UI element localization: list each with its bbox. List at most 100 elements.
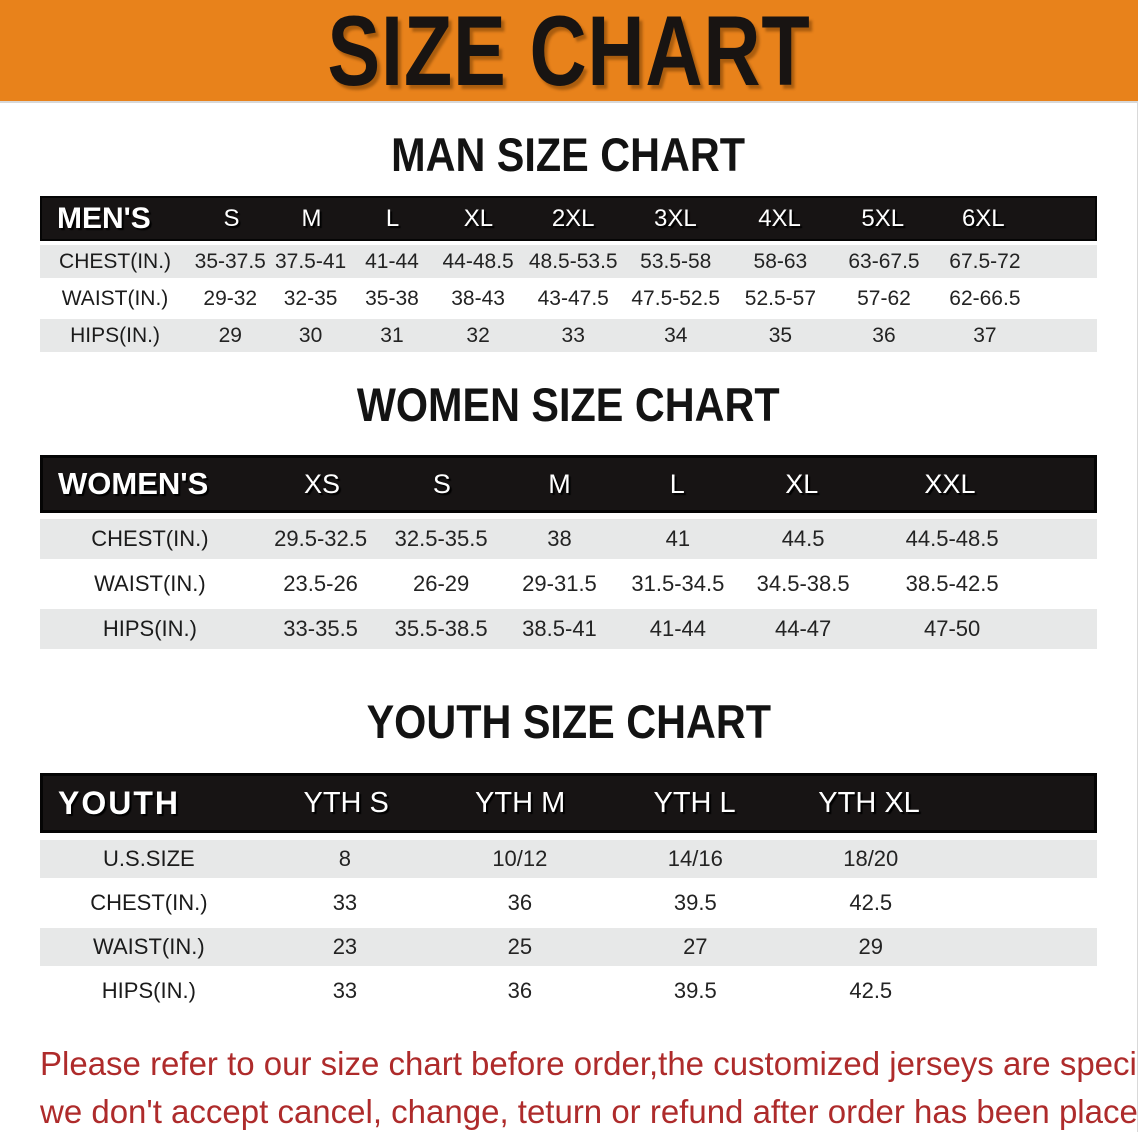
row-label: WAIST(IN.) [61, 286, 169, 310]
cell: 44-47 [774, 616, 832, 641]
cell: 67.5-72 [949, 249, 1021, 273]
cell: 47.5-52.5 [631, 286, 721, 310]
cell: 32 [466, 323, 490, 347]
cell: 18/20 [843, 846, 899, 871]
women-col-s: S [432, 468, 451, 499]
man-heading-text: MAN SIZE CHART [391, 128, 746, 181]
youth-section-heading: YOUTH SIZE CHART [0, 696, 1137, 748]
women-waist-row: WAIST(IN.) 23.5-26 26-29 29-31.5 31.5-34… [40, 564, 1097, 604]
cell: 37.5-41 [274, 249, 347, 273]
women-col-xs: XS [304, 468, 341, 499]
cell: 29-32 [203, 286, 258, 310]
row-label: WAIST(IN.) [94, 571, 206, 596]
cell: 39.5 [673, 890, 717, 915]
women-col-xxl: XXL [924, 468, 976, 499]
cell: 52.5-57 [744, 286, 817, 310]
row-label: HIPS(IN.) [101, 978, 196, 1003]
cell: 35.5-38.5 [394, 616, 488, 641]
cell: 48.5-53.5 [528, 249, 618, 273]
youth-col-xl: YTH XL [818, 786, 920, 819]
cell: 32.5-35.5 [394, 526, 488, 551]
disclaimer-line-1: Please refer to our size chart before or… [40, 1045, 1138, 1082]
cell: 34 [664, 323, 688, 347]
cell: 41-44 [365, 249, 419, 273]
women-col-l: L [669, 468, 685, 499]
row-label: WAIST(IN.) [93, 934, 205, 959]
cell: 38.5-42.5 [905, 571, 999, 596]
man-section-heading: MAN SIZE CHART [0, 129, 1137, 181]
cell: 53.5-58 [640, 249, 712, 273]
women-chest-row: CHEST(IN.) 29.5-32.5 32.5-35.5 38 41 44.… [40, 519, 1097, 559]
cell: 38-43 [451, 286, 505, 310]
men-col-3xl: 3XL [653, 204, 697, 232]
women-col-m: M [548, 468, 571, 499]
cell: 35-38 [365, 286, 419, 310]
cell: 33 [332, 978, 358, 1003]
youth-col-m: YTH M [475, 786, 566, 819]
cell: 42.5 [849, 890, 893, 915]
row-label: CHEST(IN.) [90, 890, 208, 915]
cell: 31 [380, 323, 404, 347]
cell: 33-35.5 [283, 616, 358, 641]
men-hips-row: HIPS(IN.) 29 30 31 32 33 34 35 36 37 [40, 319, 1097, 352]
cell: 29 [858, 934, 883, 959]
men-col-l: L [385, 204, 400, 232]
men-chest-row: CHEST(IN.) 35-37.5 37.5-41 41-44 44-48.5… [40, 245, 1097, 278]
cell: 37 [973, 323, 997, 347]
cell: 8 [338, 846, 352, 871]
cell: 62-66.5 [949, 286, 1021, 310]
men-col-5xl: 5XL [861, 204, 905, 232]
cell: 44-48.5 [442, 249, 514, 273]
youth-heading-text: YOUTH SIZE CHART [366, 695, 771, 748]
women-table-title: WOMEN'S [58, 466, 209, 501]
men-col-s: S [223, 204, 240, 232]
row-label: HIPS(IN.) [70, 323, 160, 347]
women-section-heading: WOMEN SIZE CHART [0, 379, 1137, 431]
cell: 33 [561, 323, 585, 347]
cell: 29 [218, 323, 242, 347]
men-table-title: MEN'S [57, 201, 151, 235]
women-heading-text: WOMEN SIZE CHART [357, 378, 780, 431]
youth-ussize-row: U.S.SIZE 8 10/12 14/16 18/20 [40, 840, 1097, 878]
cell: 47-50 [924, 616, 981, 641]
cell: 36 [872, 323, 896, 347]
cell: 33 [332, 890, 358, 915]
cell: 41 [665, 526, 691, 551]
youth-header-row: YOUTH YTH S YTH M YTH L YTH XL [40, 773, 1097, 833]
women-header-row: WOMEN'S XS S M L XL XXL [40, 455, 1097, 513]
cell: 23 [332, 934, 358, 959]
cell: 29.5-32.5 [274, 526, 368, 551]
cell: 35 [768, 323, 793, 347]
youth-hips-row: HIPS(IN.) 33 36 39.5 42.5 [40, 972, 1097, 1010]
men-col-4xl: 4XL [758, 204, 801, 232]
men-col-6xl: 6XL [961, 204, 1005, 232]
cell: 38 [547, 526, 572, 551]
cell: 25 [507, 934, 533, 959]
women-size-table: WOMEN'S XS S M L XL XXL CHEST(IN.) 29.5-… [40, 455, 1097, 649]
cell: 27 [683, 934, 708, 959]
youth-size-table: YOUTH YTH S YTH M YTH L YTH XL U.S.SIZE … [40, 773, 1097, 1010]
cell: 44.5 [781, 526, 825, 551]
women-col-xl: XL [785, 468, 819, 499]
cell: 63-67.5 [848, 249, 920, 273]
men-col-2xl: 2XL [551, 204, 595, 232]
youth-waist-row: WAIST(IN.) 23 25 27 29 [40, 928, 1097, 966]
cell: 35-37.5 [194, 249, 266, 273]
men-header-row: MEN'S S M L XL 2XL 3XL 4XL 5XL 6XL [40, 196, 1097, 241]
cell: 31.5-34.5 [631, 571, 725, 596]
cell: 44.5-48.5 [905, 526, 999, 551]
cell: 34.5-38.5 [756, 571, 850, 596]
cell: 57-62 [857, 286, 911, 310]
cell: 29-31.5 [522, 571, 597, 596]
youth-col-s: YTH S [303, 786, 389, 819]
size-chart-banner: SIZE CHART [0, 0, 1138, 103]
men-size-table: MEN'S S M L XL 2XL 3XL 4XL 5XL 6XL CHEST… [40, 196, 1097, 352]
youth-col-l: YTH L [653, 786, 736, 819]
cell: 26-29 [412, 571, 470, 596]
men-col-xl: XL [463, 204, 494, 232]
men-col-m: M [301, 204, 322, 232]
cell: 42.5 [849, 978, 893, 1003]
cell: 14/16 [667, 846, 723, 871]
cell: 32-35 [283, 286, 338, 310]
cell: 36 [507, 978, 533, 1003]
